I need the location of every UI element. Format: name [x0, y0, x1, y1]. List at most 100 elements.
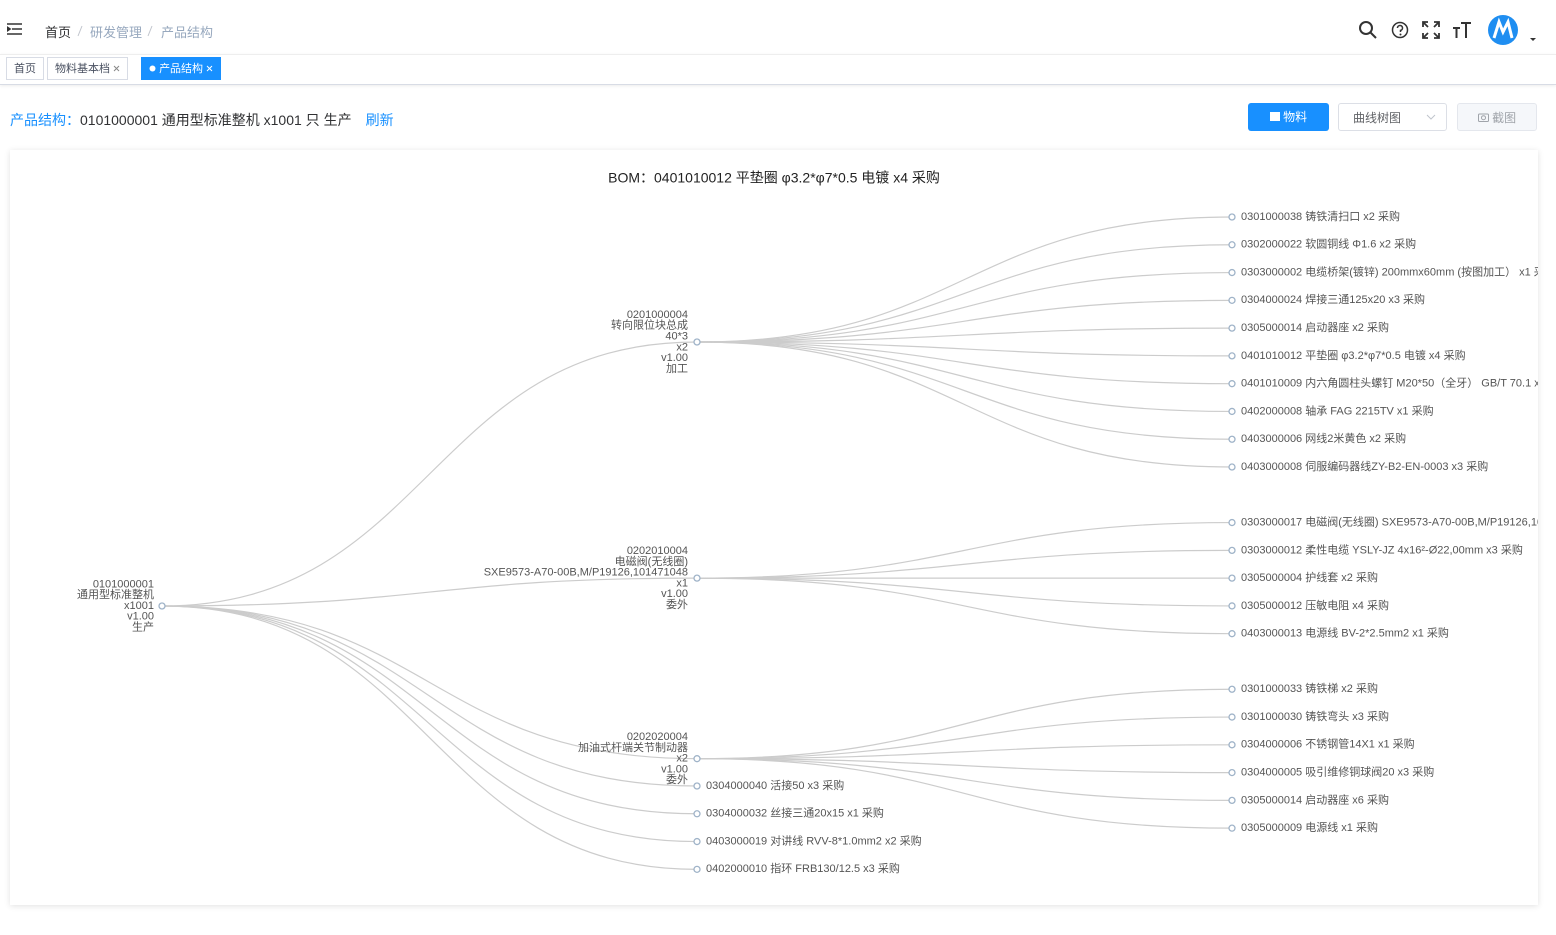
select-caret [1426, 114, 1436, 120]
leaf-label: 0304000032 丝接三通20x15 x1 采购 [706, 806, 884, 820]
node-label: 0202020004 [627, 731, 688, 743]
help-icon[interactable] [1391, 21, 1409, 39]
tree-link [696, 341, 1233, 385]
tree-link [696, 299, 1233, 343]
tree-node[interactable] [1228, 824, 1236, 832]
tree-node[interactable] [1228, 380, 1236, 388]
breadcrumb-item[interactable]: 研发管理 [90, 25, 143, 40]
tree-node[interactable] [693, 810, 701, 818]
node-label: v1.00 [661, 352, 688, 364]
tree-node[interactable] [1228, 741, 1236, 749]
tree-link [696, 688, 1233, 760]
tree-link [696, 341, 1233, 357]
button-label: 截图 [1492, 111, 1517, 125]
chart-card: BOM：0401010012 平垫圈 φ3.2*φ7*0.5 电镀 x4 采购 … [10, 150, 1538, 905]
tree-node[interactable] [1228, 713, 1236, 721]
fullscreen-icon[interactable] [1422, 21, 1440, 39]
node-label: 加工 [666, 362, 688, 375]
leaf-label: 0304000005 吸引维修铜球阀20 x3 采购 [1241, 765, 1434, 779]
leaf-label: 0403000013 电源线 BV-2*2.5mm2 x1 采购 [1241, 626, 1449, 640]
leaf-label: 0401010009 内六角圆柱头螺钉 M20*50（全牙） GB/T 70.1… [1241, 376, 1538, 390]
tree-node[interactable] [1228, 518, 1236, 527]
font-size-icon[interactable] [1452, 21, 1472, 39]
tree-node[interactable] [1228, 213, 1236, 221]
tree-link [696, 216, 1233, 343]
tree-link [696, 744, 1233, 760]
leaf-label: 0303000002 电缆桥架(镀锌) 200mmx60mm (按图加工） x1… [1241, 264, 1538, 278]
tree-node[interactable] [1228, 796, 1236, 805]
menu-toggle[interactable] [7, 23, 23, 37]
tab[interactable]: 物料基本档 [47, 57, 129, 80]
leaf-label: 0403000006 网线2米黄色 x2 采购 [1241, 431, 1406, 445]
tab-label: 物料基本档 [55, 63, 110, 75]
leaf-label: 0303000012 柔性电缆 YSLY-JZ 4x16²-Ø22,00mm x… [1241, 542, 1523, 556]
tree-node[interactable] [693, 755, 701, 763]
toolbar-label: 产品结构： [10, 112, 80, 128]
tree-node[interactable] [1228, 296, 1236, 304]
leaf-label: 0301000038 铸铁清扫口 x2 采购 [1241, 209, 1400, 223]
tree-node[interactable] [1228, 407, 1236, 416]
avatar[interactable] [1487, 14, 1519, 46]
tree-node[interactable] [693, 338, 701, 346]
tree-node[interactable] [1228, 602, 1236, 610]
node-label: 委外 [666, 773, 688, 786]
tab[interactable]: 首页 [6, 57, 44, 80]
node-label: x2 [676, 341, 688, 353]
select-label: 曲线树图 [1353, 111, 1402, 125]
tree-node[interactable] [693, 574, 701, 582]
node-label: x2 [676, 753, 688, 765]
breadcrumb-item: 产品结构 [161, 25, 214, 40]
tree-link [161, 577, 698, 607]
search-icon[interactable] [1358, 20, 1378, 40]
tree-node[interactable] [1228, 546, 1236, 555]
screenshot-button[interactable]: 截图 [1457, 103, 1537, 131]
tree-node[interactable] [1228, 324, 1236, 332]
tree-node[interactable] [1228, 630, 1236, 638]
tree-node[interactable] [693, 837, 701, 846]
leaf-label: 0402000008 轴承 FAG 2215TV x1 采购 [1241, 403, 1434, 417]
node-label: 0202010004 [627, 545, 688, 557]
node-label: SXE9573-A70-00B,M/P19126,101471048 [484, 567, 688, 579]
avatar-caret[interactable] [1529, 37, 1537, 43]
tree-node[interactable] [1228, 268, 1236, 277]
tree-link [696, 716, 1233, 760]
node-label: 40*3 [665, 331, 688, 343]
tree-link [696, 327, 1233, 343]
tree-link [161, 341, 698, 607]
tree-node[interactable] [158, 602, 166, 610]
node-label: 电磁阀(无线圈) [615, 554, 688, 568]
tree-node[interactable] [1228, 463, 1236, 471]
node-label: 通用型标准整机 [77, 587, 154, 601]
tree-node[interactable] [1228, 685, 1236, 693]
node-label: 加油式杆端关节制动器 [578, 740, 688, 754]
tree-node[interactable] [693, 782, 701, 790]
view-select[interactable]: 曲线树图 [1338, 103, 1447, 131]
leaf-label: 0304000024 焊接三通125x20 x3 采购 [1241, 292, 1425, 306]
node-label: x1001 [124, 600, 154, 612]
tree-link [696, 244, 1233, 343]
node-label: 0101000001 [93, 578, 154, 590]
tab-active[interactable]: 产品结构 [141, 57, 222, 80]
tree-node[interactable] [1228, 574, 1236, 582]
refresh-link[interactable]: 刷新 [365, 112, 394, 128]
leaf-label: 0303000017 电磁阀(无线圈) SXE9573-A70-00B,M/P1… [1241, 514, 1538, 528]
leaf-label: 0301000033 铸铁梯 x2 采购 [1241, 681, 1378, 695]
tree-node[interactable] [693, 865, 701, 873]
tab-close[interactable] [206, 65, 213, 72]
tree-node[interactable] [1228, 352, 1236, 360]
toolbar-heading: 产品结构：0101000001 通用型标准整机 x1001 只 生产 刷新 [10, 110, 394, 130]
tree-node[interactable] [1228, 435, 1236, 443]
tree-node[interactable] [1228, 768, 1236, 777]
leaf-label: 0301000030 铸铁弯头 x3 采购 [1241, 709, 1389, 723]
tab-close[interactable] [113, 65, 120, 72]
product-info: 0101000001 通用型标准整机 x1001 只 生产 [80, 112, 352, 128]
tree-node[interactable] [1228, 241, 1236, 249]
tree-link [161, 605, 698, 760]
header: 首页 研发管理 产品结构 [0, 0, 1556, 55]
node-label: x1 [676, 577, 688, 589]
node-label: v1.00 [127, 611, 154, 623]
tree-link [696, 341, 1233, 468]
material-button[interactable]: 物料 [1248, 103, 1329, 131]
breadcrumb-item[interactable]: 首页 [45, 25, 72, 40]
